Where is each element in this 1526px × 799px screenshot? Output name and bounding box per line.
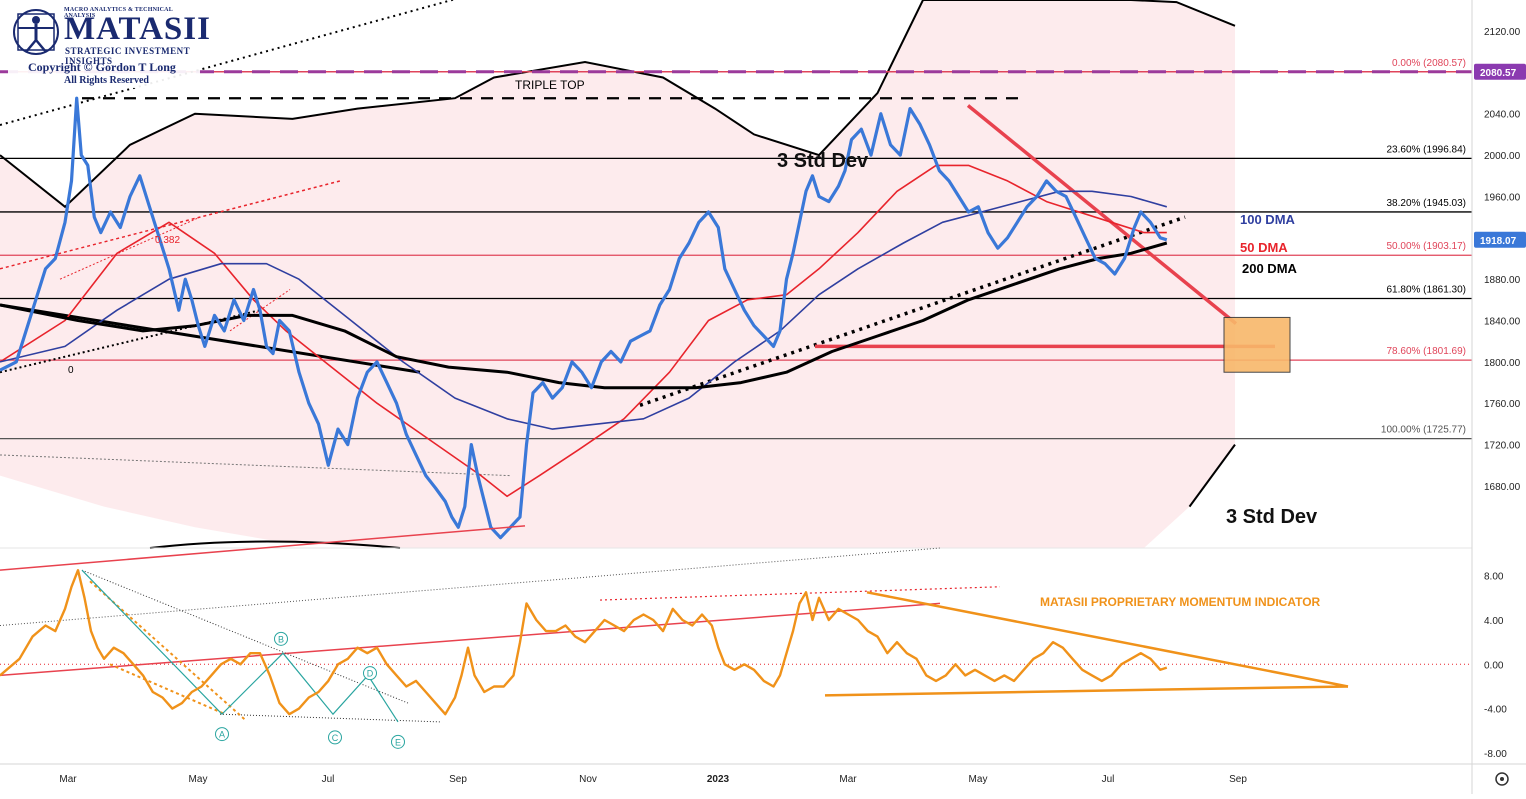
momentum-orange-dotted-1 [89,580,246,721]
x-tick-label: Sep [1229,774,1247,785]
x-tick-label: Sep [449,774,467,785]
fib-label: 100.00% (1725.77) [1381,425,1466,436]
resistance-tag [1474,63,1526,80]
triangle-upper-line [866,591,1349,688]
price-y-tick: 1840.00 [1484,317,1521,328]
price-y-tick: 2000.00 [1484,151,1521,162]
x-tick-label: Mar [59,774,77,785]
x-tick-label: May [189,774,208,785]
momentum-line [0,569,1168,716]
logo-rights: All Rights Reserved [64,75,149,86]
momentum-y-tick: 0.00 [1484,660,1504,671]
wave-marker [391,734,405,749]
price-y-tick: 2040.00 [1484,110,1521,121]
ma50-label: 50 DMA [1240,240,1288,255]
matasii-logo: MACRO ANALYTICS & TECHNICAL ANALYSIS MAT… [8,4,210,88]
momentum-y-tick: 8.00 [1484,572,1504,583]
trend-lines [0,0,1291,477]
fib-levels: 0.00% (2080.57) 23.60% (1996.84) 38.20% (1… [0,58,1472,440]
momentum-upper-red-line [0,525,526,571]
price-line [0,96,1168,540]
price-y-tick: 1800.00 [1484,358,1521,369]
price-y-tick: 1760.00 [1484,399,1521,410]
momentum-y-tick: -8.00 [1484,749,1507,760]
target-box [1223,316,1291,373]
fib-label: 23.60% (1996.84) [1386,144,1466,155]
wave-marker [274,631,288,646]
red-dotted-channel [0,180,341,270]
momentum-panel: MATASII PROPRIETARY MOMENTUM INDICATOR A B… [0,525,1472,749]
price-annotations: TRIPLE TOP 3 Std Dev 3 Std Dev 100 DMA 50 DM… [68,78,1318,528]
wave-label: D [367,669,374,679]
x-tick-label: Mar [839,774,857,785]
wave-marker [215,727,229,742]
momentum-red-dotted [599,586,1001,601]
momentum-title: MATASII PROPRIETARY MOMENTUM INDICATOR [1040,595,1321,609]
x-tick-label: 2023 [707,774,730,785]
fib-label: 61.80% (1861.30) [1386,285,1466,296]
ma200-label: 200 DMA [1242,261,1298,276]
ma100-label: 100 DMA [1240,212,1296,227]
price-y-tick: 2120.00 [1484,27,1521,38]
triangle-lower-line [824,685,1349,697]
resistance-tag-text: 2080.57 [1480,68,1517,79]
wave-label: A [219,730,225,740]
price-y-tick: 1680.00 [1484,482,1521,493]
zero-mark-label: 0 [68,365,74,376]
fib-label: 78.60% (1801.69) [1386,346,1466,357]
momentum-base-dotted [219,713,441,723]
momentum-orange-dotted-2 [109,663,226,716]
red-downtrend-line [966,104,1238,325]
std-dev-upper-line [0,0,1236,209]
momentum-y-tick: 4.00 [1484,616,1504,627]
uptrend-dotted-line [639,215,1186,407]
elliott-wave-lines [81,569,399,723]
std-dev-lower-curve [149,540,401,549]
logo-small-title: MACRO ANALYTICS & TECHNICAL ANALYSIS [64,7,173,19]
gear-inner [1500,777,1504,781]
std-dev-top-label: 3 Std Dev [777,150,869,172]
last-price-tag [1474,231,1526,248]
logo-copyright: Copyright © Gordon T Long [28,60,176,74]
x-tick-label: May [969,774,988,785]
100-dma-line [0,190,1168,430]
x-tick-label: Jul [322,774,335,785]
vitruvian-man-icon [13,9,59,55]
std-dev-bottom-label: 3 Std Dev [1226,506,1318,528]
price-series [0,96,1168,540]
fib-small-label: 0.382 [155,235,180,246]
triple-top-label: TRIPLE TOP [515,78,585,92]
logo-tagline: STRATEGIC INVESTMENT INSIGHTS [65,46,190,66]
momentum-y-tick: -4.00 [1484,705,1507,716]
wave-label: B [278,634,284,644]
x-tick-label: Jul [1102,774,1115,785]
logo-name: MATASII [64,11,211,47]
price-y-tick: 1880.00 [1484,275,1521,286]
red-dotted-channel-2 [59,216,201,280]
wave-label: E [395,737,401,747]
x-tick-label: Nov [579,774,597,785]
momentum-lower-red-line [0,602,941,677]
last-price-tag-text: 1918.07 [1480,236,1517,247]
wave-marker [363,666,377,681]
momentum-grey-dotted [0,547,941,627]
fib-label: 38.20% (1945.03) [1386,198,1466,209]
50-dma-line [0,164,1167,498]
fib-label: 50.00% (1903.17) [1386,241,1466,252]
price-y-tick: 1960.00 [1484,192,1521,203]
fib-label: 0.00% (2080.57) [1392,58,1466,69]
wave-label: C [332,733,339,743]
price-y-tick: 1720.00 [1484,441,1521,452]
std-dev-lower-line [1188,444,1236,508]
downtrend-line [0,303,421,374]
wave-marker [328,730,342,745]
settings-gear-icon[interactable] [1495,772,1509,786]
gear-outer [1495,772,1509,786]
